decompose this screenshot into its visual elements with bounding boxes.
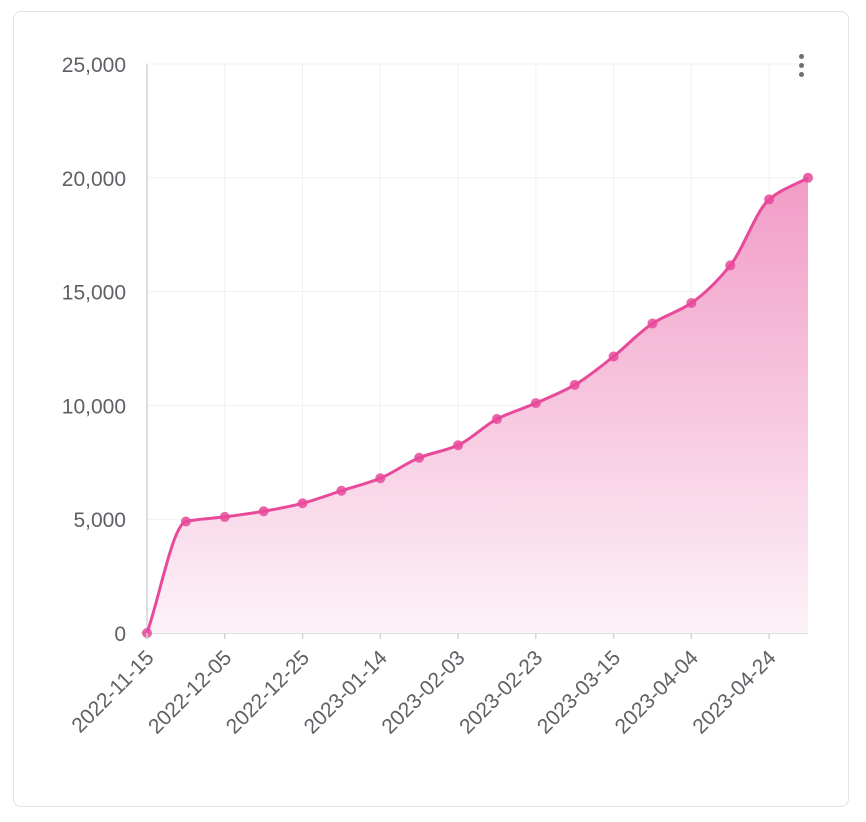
data-points <box>142 172 813 638</box>
y-tick-label: 10,000 <box>62 395 126 418</box>
data-point-2023-04-14[interactable] <box>725 260 736 271</box>
data-point-2023-01-14[interactable] <box>375 473 386 484</box>
data-point-2023-04-04[interactable] <box>686 297 697 308</box>
data-point-2022-11-25[interactable] <box>180 516 191 527</box>
x-tick-label: 2023-03-15 <box>533 646 625 738</box>
x-axis-ticks: 2022-11-152022-12-052022-12-252023-01-14… <box>67 633 781 738</box>
data-point-2023-02-03[interactable] <box>453 440 464 451</box>
data-point-2023-03-05[interactable] <box>569 379 580 390</box>
data-point-2022-12-15[interactable] <box>258 506 269 517</box>
more-vertical-icon-dot <box>798 62 804 68</box>
data-point-2023-02-23[interactable] <box>530 398 541 409</box>
more-options-button[interactable] <box>789 50 813 80</box>
y-tick-label: 20,000 <box>62 168 126 191</box>
x-tick-label: 2023-01-14 <box>300 646 392 738</box>
data-point-2023-03-15[interactable] <box>608 351 619 362</box>
data-point-2023-04-24[interactable] <box>764 194 775 205</box>
x-tick-label: 2023-02-23 <box>455 646 547 738</box>
more-vertical-icon-dot <box>798 71 804 77</box>
y-tick-label: 25,000 <box>62 54 126 77</box>
data-point-2022-12-25[interactable] <box>297 498 308 509</box>
data-point-2023-02-13[interactable] <box>491 414 502 425</box>
data-point-2023-03-25[interactable] <box>647 318 658 329</box>
data-point-2023-01-04[interactable] <box>336 485 347 496</box>
y-tick-label: 15,000 <box>62 282 126 305</box>
x-tick-label: 2023-04-04 <box>611 646 703 738</box>
x-tick-label: 2023-04-24 <box>688 646 780 738</box>
y-tick-label: 5,000 <box>73 509 126 532</box>
x-tick-label: 2023-02-03 <box>377 646 469 738</box>
y-axis-ticks: 0 5,000 10,000 15,000 20,000 25,000 <box>62 54 126 646</box>
x-tick-label: 2022-12-25 <box>222 646 314 738</box>
data-point-2023-01-24[interactable] <box>414 452 425 463</box>
more-vertical-icon <box>798 53 804 59</box>
data-point-2022-12-05[interactable] <box>219 511 230 522</box>
x-tick-label: 2022-12-05 <box>144 646 236 738</box>
data-point-2023-05-04[interactable] <box>803 172 813 183</box>
y-tick-label: 0 <box>114 623 126 646</box>
area-fill <box>147 177 808 634</box>
